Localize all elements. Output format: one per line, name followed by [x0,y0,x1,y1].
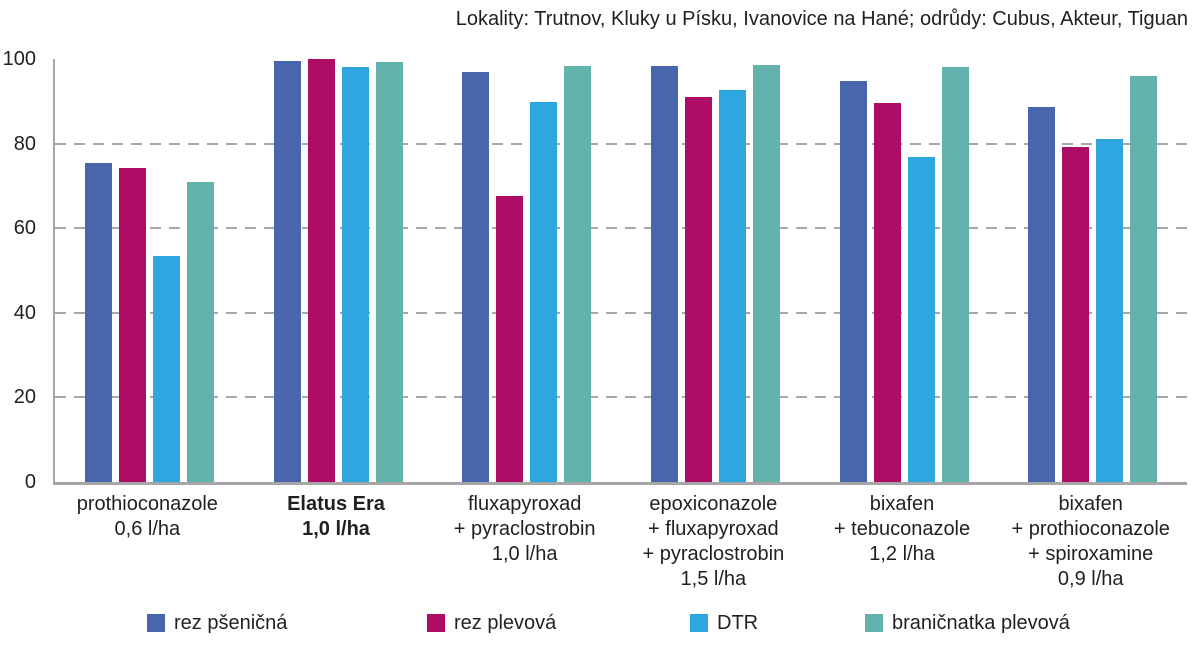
bar [341,67,369,482]
y-tick-label-20: 20 [13,386,36,409]
plot-area: 0 20 40 60 80 100 [3,49,1187,492]
gridlines-layer: 0 20 40 60 80 100 [3,49,1187,492]
bar [1062,146,1090,482]
gridline-40 [55,311,1187,314]
x-category-label-3: fluxapyroxad + pyraclostrobin 1,0 l/ha [430,492,619,592]
bar [186,181,214,482]
bar [1028,107,1056,482]
x-category-label-1: prothioconazole 0,6 l/ha [53,492,242,592]
legend-label: rez plevová [454,612,557,634]
bar [941,66,969,482]
x-category-label-line: Elatus Era [287,493,385,515]
y-tick-label-100: 100 [2,48,36,70]
legend: rez pšeničná rez plevová DTR braničnatka pl… [0,610,1200,640]
y-tick-label-80: 80 [13,132,36,155]
bar-group-6 [998,59,1187,482]
legend-label: braničnatka plevová [892,612,1070,634]
bar [684,96,712,482]
x-category-label-4: epoxiconazole + fluxapyroxad + pyraclostro… [619,492,808,592]
x-category-label-line: fluxapyroxad [467,493,582,515]
bar [650,66,678,482]
legend-swatch [427,614,445,632]
x-category-label-line: + tebuconazole [833,518,971,540]
bar [375,62,403,482]
bar [152,255,180,482]
bar-group-4 [621,59,810,482]
legend-label: DTR [717,612,759,634]
bar [307,59,335,482]
x-category-label-2: Elatus Era 1,0 l/ha [242,492,431,592]
bar [84,162,112,482]
x-category-label-line: 0,9 l/ha [1057,568,1124,590]
bar [118,168,146,482]
bar [907,157,935,482]
bar [462,71,490,482]
x-category-label-line: bixafen [869,493,935,515]
x-category-label-line: epoxiconazole [649,493,778,515]
bar [273,61,301,482]
bar [496,196,524,482]
gridline-20 [55,396,1187,399]
y-tick-label-60: 60 [13,217,36,240]
legend-label: rez pšeničná [174,612,288,634]
legend-swatch [147,614,165,632]
bars-layer [55,59,1187,482]
x-axis-labels: prothioconazole 0,6 l/ha Elatus Era 1,0 l/h… [53,492,1185,592]
x-category-label-line: + prothioconazole [1011,518,1170,540]
y-tick-label-0: 0 [24,471,36,493]
gridline-60 [55,227,1187,230]
y-tick-label-40: 40 [13,301,36,324]
x-category-label-line: 1,2 l/ha [869,543,935,565]
bar [530,102,558,482]
legend-item-3: DTR [690,610,758,636]
x-category-label-line: 1,0 l/ha [491,543,558,565]
x-category-label-line: + pyraclostrobin [453,518,596,540]
x-category-label-line: + pyraclostrobin [642,543,785,565]
legend-swatch [865,614,883,632]
bar [1130,76,1158,482]
bar-group-3 [432,59,621,482]
bar [718,90,746,482]
legend-item-2: rez plevová [427,610,556,636]
x-category-label-line: 0,6 l/ha [114,518,181,540]
bar [839,81,867,482]
x-category-label-5: bixafen + tebuconazole 1,2 l/ha [808,492,997,592]
x-category-label-line: prothioconazole [76,493,218,515]
legend-item-1: rez pšeničná [147,610,287,636]
bar-group-5 [810,59,999,482]
bar [564,66,592,482]
x-category-label-line: + spiroxamine [1028,543,1154,565]
bar [873,102,901,482]
x-category-label-line: + fluxapyroxad [648,518,779,540]
chart-title: Lokality: Trutnov, Kluky u Písku, Ivanov… [455,8,1188,30]
bar-group-1 [55,59,244,482]
x-category-label-6: bixafen + prothioconazole + spiroxamine 0,9… [996,492,1185,592]
x-category-label-line: 1,5 l/ha [680,568,747,590]
legend-swatch [690,614,708,632]
x-category-label-line: bixafen [1058,493,1123,515]
x-category-label-line: 1,0 l/ha [302,518,370,540]
bar-group-2 [244,59,433,482]
bar [1096,139,1124,482]
gridline-80 [55,142,1187,145]
legend-item-4: braničnatka plevová [865,610,1070,636]
bar [752,64,780,482]
